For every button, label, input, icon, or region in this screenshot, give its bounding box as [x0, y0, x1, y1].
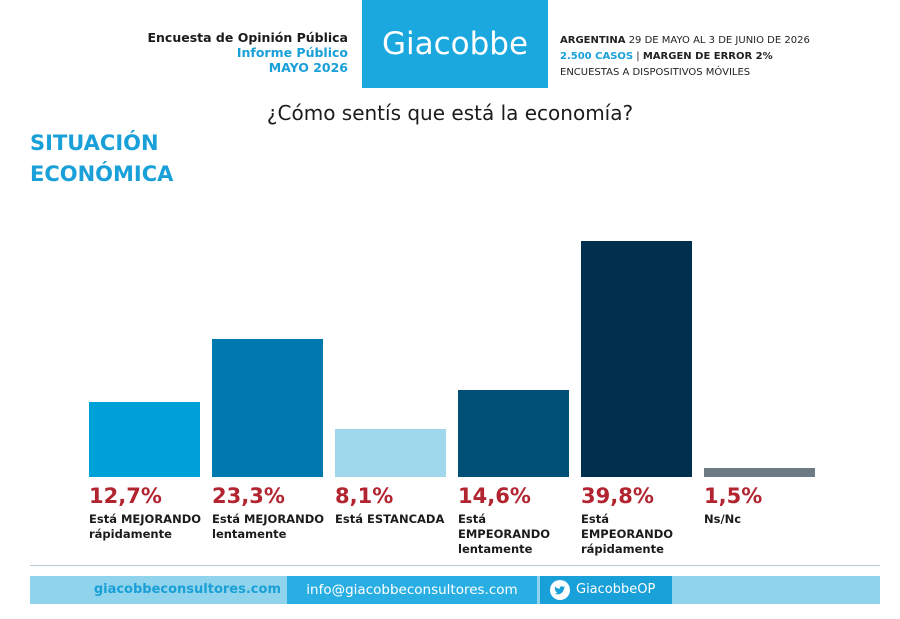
section-title: SITUACIÓN ECONÓMICA — [30, 131, 174, 186]
value-label: 39,8% — [581, 484, 654, 508]
chart-title: ¿Cómo sentís que está la economía? — [266, 101, 634, 125]
separator: | — [636, 51, 640, 62]
category-label: Ns/Nc — [704, 512, 742, 526]
header-line: Encuesta de Opinión Pública — [147, 30, 348, 45]
footer-email[interactable]: info@giacobbeconsultores.com — [287, 576, 537, 604]
value-label: 12,7% — [89, 484, 162, 508]
footer-web[interactable]: giacobbeconsultores.com — [93, 582, 281, 597]
value-label: 14,6% — [458, 484, 531, 508]
header-line: 2.500 CASOS | MARGEN DE ERROR 2% — [560, 49, 810, 65]
header-right: ARGENTINA 29 DE MAYO AL 3 DE JUNIO DE 20… — [560, 33, 810, 81]
bar — [581, 240, 692, 477]
value-label: 8,1% — [335, 484, 394, 508]
header-left: Encuesta de Opinión Pública Informe Públ… — [147, 30, 348, 75]
category-label: Está EMPEORANDO rápidamente — [581, 512, 674, 556]
bar — [89, 401, 200, 477]
header-line: ARGENTINA 29 DE MAYO AL 3 DE JUNIO DE 20… — [560, 33, 810, 49]
bar — [458, 390, 569, 477]
header-line: Informe Público — [236, 45, 348, 60]
cases: 2.500 CASOS — [560, 51, 634, 62]
brand: Giacobbe — [362, 0, 548, 88]
bar — [335, 428, 446, 477]
bar — [704, 468, 815, 477]
twitter-icon — [550, 580, 570, 600]
header-line: MAYO 2026 — [268, 60, 348, 75]
dates: 29 DE MAYO AL 3 DE JUNIO DE 2026 — [628, 35, 810, 46]
category-label: Está ESTANCADA — [335, 512, 445, 526]
category-label: Está EMPEORANDO lentamente — [458, 512, 551, 556]
category-label: Está MEJORANDO lentamente — [212, 512, 325, 541]
value-label: 23,3% — [212, 484, 285, 508]
country: ARGENTINA — [560, 35, 626, 46]
divider — [30, 565, 880, 566]
header-line: ENCUESTAS A DISPOSITIVOS MÓVILES — [560, 67, 751, 78]
category-label: Está MEJORANDO rápidamente — [89, 512, 202, 541]
twitter-handle: GiacobbeOP — [576, 582, 656, 597]
error-margin: MARGEN DE ERROR 2% — [642, 51, 773, 62]
bar — [212, 338, 323, 477]
footer-twitter[interactable]: GiacobbeOP — [540, 576, 672, 604]
value-label: 1,5% — [704, 484, 763, 508]
